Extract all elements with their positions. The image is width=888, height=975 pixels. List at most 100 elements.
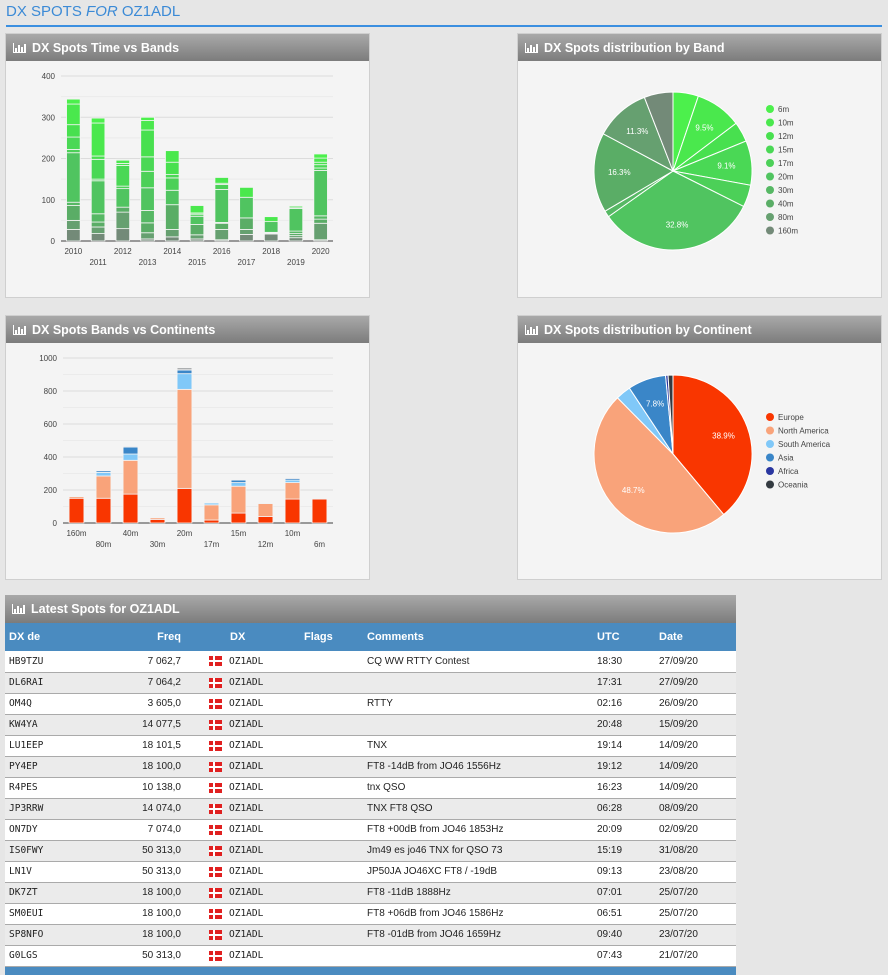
column-header-utc[interactable]: UTC (593, 623, 655, 651)
bar-segment-10m[interactable] (314, 158, 328, 162)
dx-callsign-text[interactable]: OZ1ADL (229, 866, 263, 877)
bar-segment-12m[interactable] (141, 130, 155, 157)
bar-segment-north-america[interactable] (96, 476, 111, 498)
column-header-flags[interactable]: Flags (300, 623, 363, 651)
bar-segment-6m[interactable] (141, 117, 155, 120)
dx-callsign-text[interactable]: OZ1ADL (229, 929, 263, 940)
dx-callsign-text[interactable]: OZ1ADL (229, 740, 263, 751)
bar-segment-12m[interactable] (165, 162, 179, 174)
bar-segment-south-america[interactable] (123, 454, 138, 460)
bar-segment-europe[interactable] (96, 498, 111, 523)
bar-segment-europe[interactable] (285, 499, 300, 523)
bar-segment-asia[interactable] (177, 370, 192, 374)
bar-segment-40m[interactable] (314, 219, 328, 223)
bar-segment-oceania[interactable] (177, 368, 192, 369)
legend-label[interactable]: Oceania (778, 481, 808, 490)
bar-segment-north-america[interactable] (177, 389, 192, 488)
bar-segment-160m[interactable] (67, 229, 81, 241)
bar-segment-north-america[interactable] (285, 483, 300, 500)
dx-callsign[interactable]: OZ1ADL (205, 693, 300, 714)
legend-label[interactable]: 160m (778, 227, 798, 236)
bar-segment-europe[interactable] (312, 499, 327, 523)
bar-segment-6m[interactable] (67, 99, 81, 104)
dx-callsign[interactable]: OZ1ADL (205, 861, 300, 882)
legend-marker[interactable] (766, 105, 774, 113)
bar-segment-40m[interactable] (190, 225, 204, 235)
bar-segment-15m[interactable] (314, 165, 328, 168)
column-header-dx[interactable]: DX (205, 623, 300, 651)
dx-callsign[interactable]: OZ1ADL (205, 798, 300, 819)
bar-segment-10m[interactable] (116, 160, 130, 163)
spotter-callsign[interactable]: OM4Q (5, 693, 100, 714)
dx-callsign[interactable]: OZ1ADL (205, 924, 300, 945)
bar-segment-6m[interactable] (314, 154, 328, 158)
spotter-callsign[interactable]: G0LGS (5, 945, 100, 966)
dx-callsign-text[interactable]: OZ1ADL (229, 677, 263, 688)
bar-segment-40m[interactable] (67, 206, 81, 221)
bar-segment-12m[interactable] (67, 125, 81, 137)
spotter-callsign[interactable]: SP8NFO (5, 924, 100, 945)
bar-segment-10m[interactable] (190, 206, 204, 213)
legend-label[interactable]: 6m (778, 105, 789, 114)
dx-callsign[interactable]: OZ1ADL (205, 735, 300, 756)
bar-segment-europe[interactable] (204, 520, 219, 523)
bar-segment-40m[interactable] (165, 205, 179, 230)
bar-segment-80m[interactable] (91, 227, 105, 234)
spotter-callsign[interactable]: PY4EP (5, 756, 100, 777)
legend-marker[interactable] (766, 159, 774, 167)
legend-marker[interactable] (766, 119, 774, 127)
bar-segment-10m[interactable] (165, 151, 179, 163)
dx-callsign[interactable]: OZ1ADL (205, 777, 300, 798)
bar-segment-north-america[interactable] (123, 460, 138, 494)
bar-segment-north-america[interactable] (258, 504, 273, 517)
legend-marker[interactable] (766, 227, 774, 235)
bar-segment-30m[interactable] (141, 210, 155, 222)
bar-segment-20m[interactable] (215, 189, 229, 222)
bar-segment-20m[interactable] (141, 188, 155, 211)
legend-label[interactable]: 40m (778, 200, 794, 209)
legend-marker[interactable] (766, 440, 774, 448)
dx-callsign[interactable]: OZ1ADL (205, 840, 300, 861)
dx-callsign[interactable]: OZ1ADL (205, 903, 300, 924)
bar-segment-south-america[interactable] (177, 374, 192, 390)
spotter-callsign[interactable]: KW4YA (5, 714, 100, 735)
bar-segment-80m[interactable] (141, 233, 155, 239)
legend-label[interactable]: 80m (778, 213, 794, 222)
bar-segment-15m[interactable] (67, 137, 81, 149)
dx-callsign-text[interactable]: OZ1ADL (229, 824, 263, 835)
spotter-callsign[interactable]: DL6RAI (5, 672, 100, 693)
dx-callsign-text[interactable]: OZ1ADL (229, 950, 263, 961)
bar-segment-160m[interactable] (240, 234, 254, 241)
bar-segment-17m[interactable] (67, 149, 81, 152)
legend-label[interactable]: 30m (778, 186, 794, 195)
bar-segment-30m[interactable] (314, 216, 328, 219)
bar-segment-10m[interactable] (289, 206, 303, 207)
bar-segment-10m[interactable] (264, 217, 278, 222)
bar-segment-20m[interactable] (264, 222, 278, 233)
bar-segment-south-america[interactable] (96, 472, 111, 476)
bar-segment-20m[interactable] (91, 181, 105, 214)
bar-segment-30m[interactable] (91, 214, 105, 222)
column-header-comments[interactable]: Comments (363, 623, 593, 651)
spotter-callsign[interactable]: ON7DY (5, 819, 100, 840)
spotter-callsign[interactable]: DK7ZT (5, 882, 100, 903)
bar-segment-80m[interactable] (116, 212, 130, 229)
spotter-callsign[interactable]: SM0EUI (5, 903, 100, 924)
bar-segment-20m[interactable] (289, 208, 303, 231)
bar-segment-europe[interactable] (150, 519, 165, 523)
spotter-callsign[interactable]: R4PES (5, 777, 100, 798)
bar-segment-160m[interactable] (116, 229, 130, 241)
legend-label[interactable]: Europe (778, 413, 804, 422)
legend-label[interactable]: North America (778, 427, 829, 436)
dx-callsign-text[interactable]: OZ1ADL (229, 803, 263, 814)
bar-segment-17m[interactable] (215, 184, 229, 189)
bar-segment-6m[interactable] (91, 118, 105, 123)
bar-segment-6m[interactable] (116, 159, 130, 160)
bar-segment-160m[interactable] (289, 238, 303, 241)
